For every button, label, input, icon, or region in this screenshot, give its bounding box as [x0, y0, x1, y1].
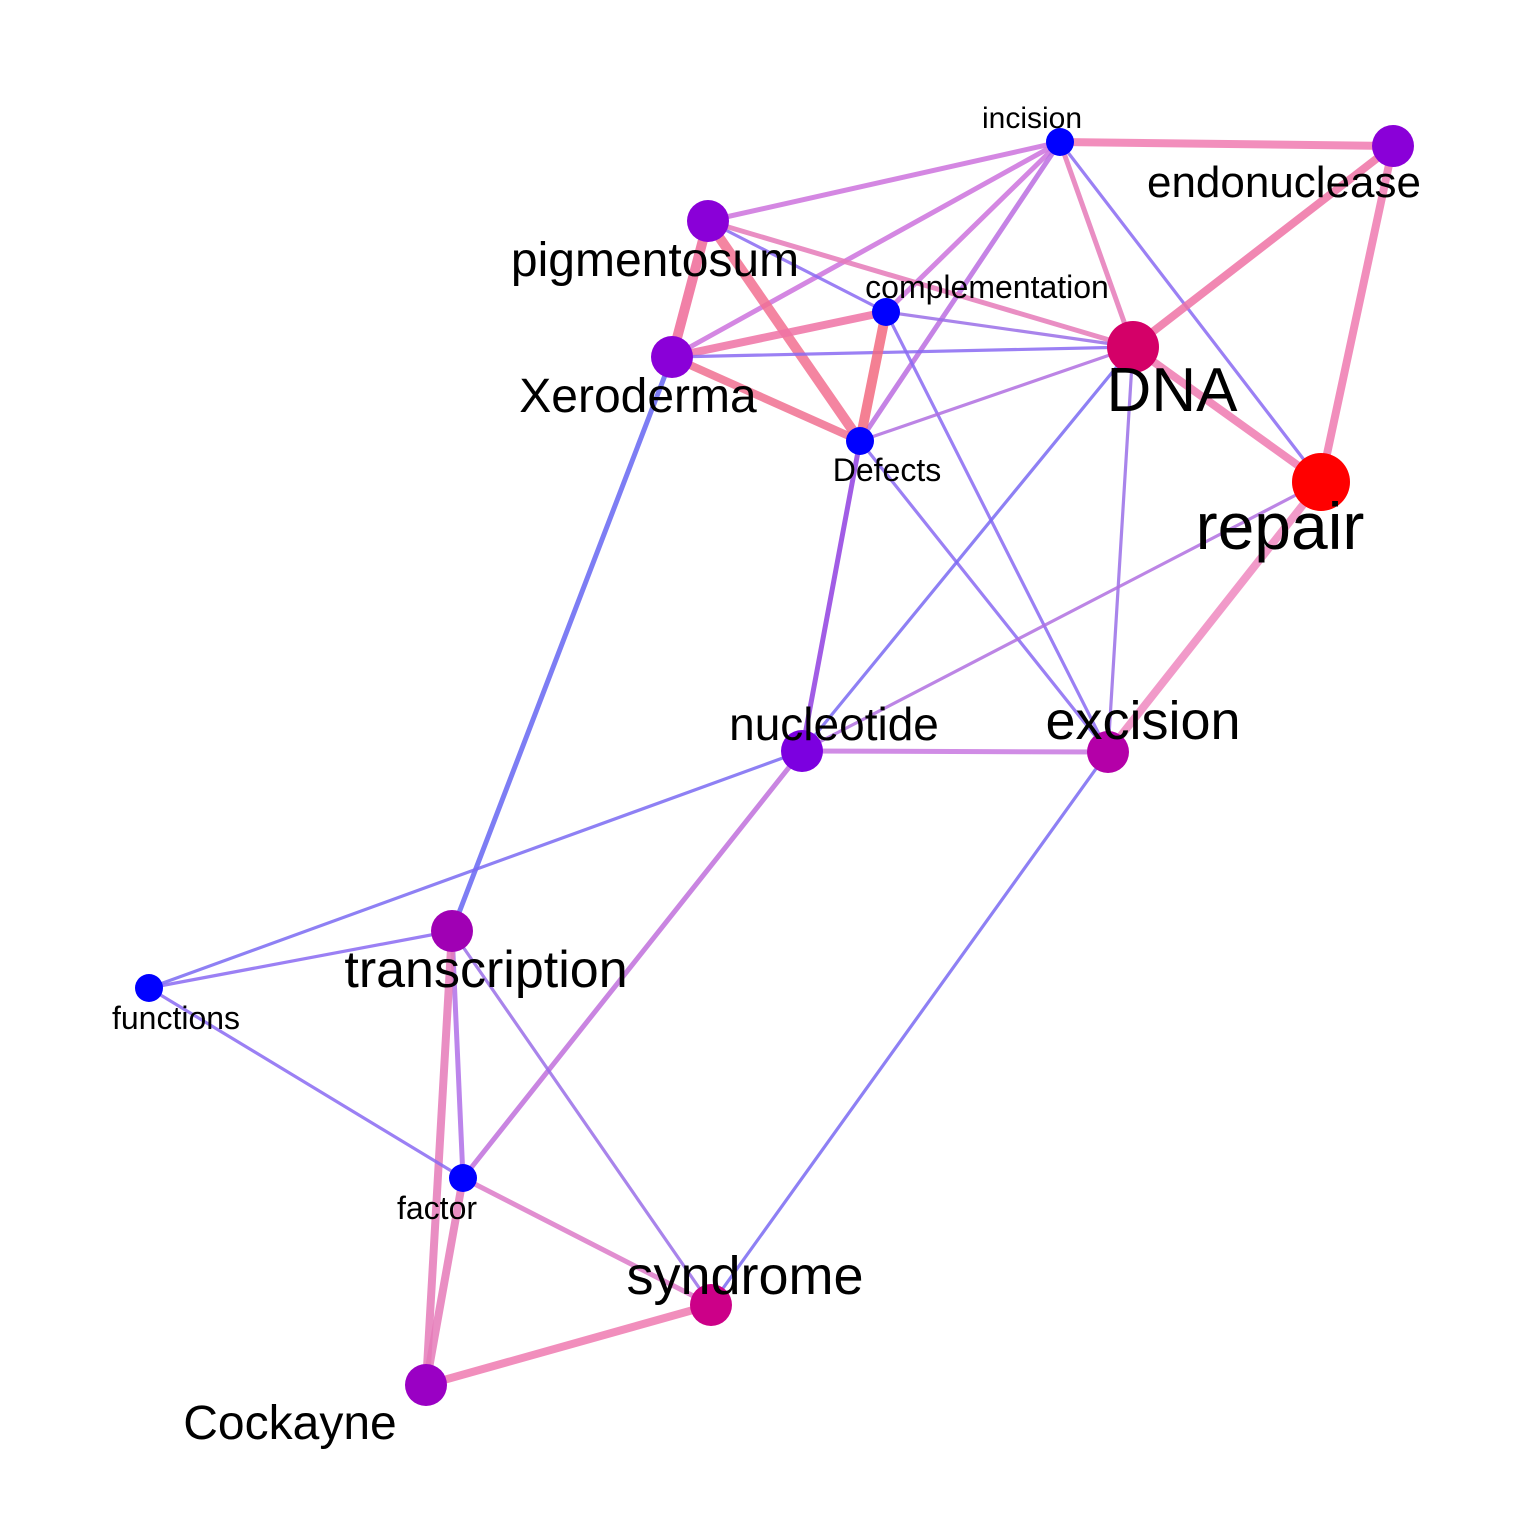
node-label-factor: factor — [397, 1190, 477, 1226]
node-label-xeroderma: Xeroderma — [519, 370, 757, 423]
edge-defects-nucleotide — [799, 438, 863, 754]
edge-transcription-factor — [449, 928, 466, 1181]
node-label-incision: incision — [982, 102, 1082, 135]
edge-excision-syndrome — [709, 750, 1110, 1307]
edge-pigmentosum-xeroderma — [667, 216, 713, 362]
edge-repair-excision — [1104, 478, 1325, 756]
node-incision — [1046, 128, 1074, 156]
edge-transcription-functions — [147, 929, 454, 990]
node-label-dna: DNA — [1107, 356, 1239, 425]
edge-dna-repair — [1129, 343, 1325, 486]
node-xeroderma — [651, 336, 693, 378]
label-layer: incision endonuclease pigmentosum complemen… — [112, 102, 1421, 1450]
edge-transcription-cockayne — [422, 927, 456, 1389]
edge-pigmentosum-complementation — [706, 219, 888, 314]
edge-incision-xeroderma — [669, 139, 1063, 360]
node-label-syndrome: syndrome — [626, 1246, 863, 1306]
edge-pigmentosum-dna — [705, 218, 1136, 350]
node-label-transcription: transcription — [344, 941, 627, 999]
edge-nucleotide-factor — [460, 748, 805, 1181]
node-label-excision: excision — [1045, 691, 1240, 751]
edge-incision-defects — [857, 139, 1063, 444]
edge-defects-excision — [858, 439, 1110, 754]
edge-incision-endonuclease — [1056, 138, 1397, 150]
node-endonuclease — [1372, 125, 1414, 167]
edge-incision-repair — [1058, 140, 1323, 484]
node-cockayne — [405, 1364, 447, 1406]
edge-factor-cockayne — [422, 1174, 467, 1389]
node-transcription — [431, 910, 473, 952]
edge-xeroderma-transcription — [449, 354, 675, 934]
node-pigmentosum — [687, 200, 729, 242]
edge-complementation-defects — [855, 307, 891, 446]
edge-dna-nucleotide — [800, 345, 1135, 753]
node-label-pigmentosum: pigmentosum — [511, 234, 799, 287]
edge-nucleotide-excision — [799, 748, 1111, 755]
edge-xeroderma-dna — [670, 345, 1135, 359]
edge-incision-dna — [1057, 139, 1136, 350]
edge-factor-syndrome — [460, 1175, 714, 1308]
node-syndrome — [690, 1284, 732, 1326]
node-label-nucleotide: nucleotide — [729, 698, 939, 750]
node-label-defects: Defects — [833, 452, 941, 488]
edge-transcription-syndrome — [450, 929, 713, 1307]
edge-dna-excision — [1106, 345, 1135, 754]
node-complementation — [872, 298, 900, 326]
edge-endonuclease-dna — [1129, 142, 1397, 351]
edge-xeroderma-defects — [668, 353, 864, 445]
edge-xeroderma-complementation — [668, 308, 890, 361]
node-repair — [1292, 453, 1350, 511]
node-layer — [135, 125, 1414, 1406]
node-dna — [1107, 321, 1159, 373]
node-label-cockayne: Cockayne — [183, 1397, 396, 1450]
node-label-repair: repair — [1196, 489, 1365, 563]
edge-incision-pigmentosum — [705, 139, 1063, 224]
edge-layer — [147, 138, 1397, 1389]
edge-complementation-dna — [884, 310, 1135, 349]
edge-nucleotide-functions — [147, 749, 804, 990]
node-label-functions: functions — [112, 1000, 240, 1036]
node-functions — [135, 974, 163, 1002]
edge-cockayne-syndrome — [422, 1301, 715, 1389]
node-nucleotide — [781, 730, 823, 772]
node-label-endonuclease: endonuclease — [1147, 158, 1421, 207]
node-factor — [449, 1164, 477, 1192]
node-excision — [1087, 731, 1129, 773]
edge-repair-nucleotide — [800, 480, 1323, 753]
edge-functions-factor — [147, 986, 465, 1180]
node-label-complementation: complementation — [865, 269, 1109, 305]
edge-complementation-excision — [884, 310, 1110, 754]
node-defects — [846, 427, 874, 455]
edge-defects-dna — [858, 345, 1135, 443]
edge-endonuclease-repair — [1317, 142, 1397, 486]
